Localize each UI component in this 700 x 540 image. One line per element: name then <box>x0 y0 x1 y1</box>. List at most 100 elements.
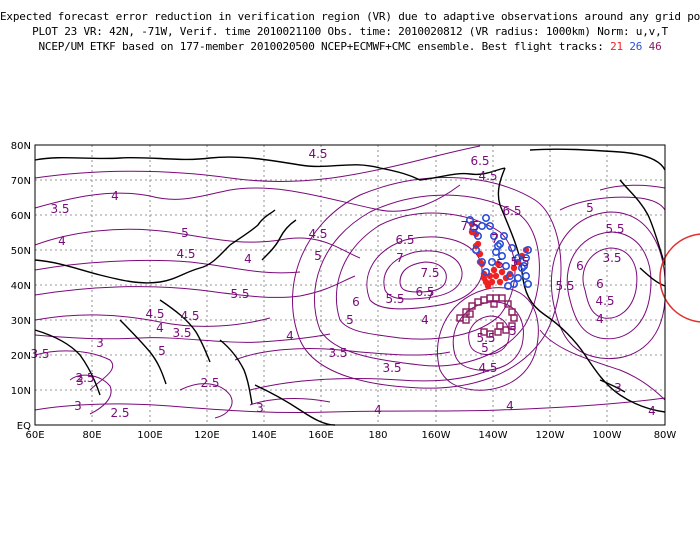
track-point <box>466 310 474 318</box>
contour-label: 4.5 <box>478 361 497 375</box>
contour-label: 7 <box>426 289 434 303</box>
track-point <box>510 314 518 322</box>
contour-label: 3.5 <box>382 361 401 375</box>
track-point <box>490 266 498 274</box>
contour-label: 4.5 <box>478 169 497 183</box>
contour-label: 6.5 <box>415 285 434 299</box>
lat-label: 30N <box>11 316 31 327</box>
lat-label: 40N <box>11 281 31 292</box>
track-point <box>498 294 506 302</box>
track-point <box>504 300 512 308</box>
contour-label: 3 <box>614 381 622 395</box>
track-point <box>465 216 474 225</box>
contour-label: 4.5 <box>180 309 199 323</box>
contour-label: 6.5 <box>502 204 521 218</box>
lat-label: 70N <box>11 176 31 187</box>
track-point <box>481 214 490 223</box>
track-point <box>505 271 514 280</box>
track-point <box>498 268 506 276</box>
track-point <box>501 261 510 270</box>
contour-label: 5.5 <box>230 287 249 301</box>
lon-label: 160E <box>308 430 333 441</box>
track-point <box>517 263 526 272</box>
track-point <box>471 246 480 255</box>
track-point <box>485 222 494 231</box>
lon-label: 60E <box>25 430 44 441</box>
lat-label: 10N <box>11 386 31 397</box>
longitude-labels: 60E 80E 100E 120E 140E 160E 180 160W 140W 120W 100… <box>25 430 676 441</box>
lon-label: 140E <box>251 430 276 441</box>
lat-label: 50N <box>11 246 31 257</box>
lon-label: 120W <box>536 430 565 441</box>
track-point <box>495 240 504 249</box>
track-point <box>468 302 476 310</box>
contour-label: 5 <box>586 201 594 215</box>
track-point <box>494 328 502 336</box>
contour-label: 7 <box>491 232 499 246</box>
contour-label: 4 <box>596 312 604 326</box>
track-label-26: 26 <box>629 40 643 53</box>
track-point <box>487 257 496 266</box>
lon-label: 100W <box>593 430 622 441</box>
track-point <box>523 279 532 288</box>
contour-label: 3.5 <box>602 251 621 265</box>
contour-label: 3.5 <box>328 346 347 360</box>
lon-label: 80E <box>82 430 101 441</box>
contour-label: 7.5 <box>420 266 439 280</box>
track-point <box>503 281 512 290</box>
track-point <box>484 282 492 290</box>
lon-label: 180 <box>368 430 387 441</box>
track-point <box>477 222 486 231</box>
track-point <box>499 232 508 241</box>
contour-label: 4 <box>244 252 252 266</box>
track-point <box>492 294 500 302</box>
contour-label: 3 <box>96 336 104 350</box>
lat-label: EQ <box>17 421 31 432</box>
track-point <box>494 260 502 268</box>
contour-label: 5.5 <box>385 292 404 306</box>
track-point <box>521 254 530 263</box>
contour-label: 6 <box>576 259 584 273</box>
contour-label: 2.5 <box>110 406 129 420</box>
track-point <box>462 308 470 316</box>
track-point <box>513 254 522 263</box>
contour-label: 4 <box>111 189 119 203</box>
contour-label: 4.5 <box>145 307 164 321</box>
contour-label: 5.5 <box>476 331 495 345</box>
track-point <box>489 232 498 241</box>
track-point <box>497 252 506 261</box>
coastlines <box>34 148 666 426</box>
title-line-1: Expected forecast error reduction in ver… <box>0 10 700 23</box>
track-point <box>486 294 494 302</box>
track-point <box>490 300 498 308</box>
latitude-labels: 80N 70N 60N 50N 40N 30N 20N 10N EQ <box>11 141 31 432</box>
track-point <box>523 246 532 255</box>
contour-label: 5 <box>181 226 189 240</box>
title-line-3-text: NCEP/UM ETKF based on 177-member 2010020… <box>38 40 611 53</box>
contour-label: 2.5 <box>200 376 219 390</box>
contour-label: 5 <box>496 257 504 271</box>
lon-label: 100E <box>137 430 162 441</box>
contour-label: 5.5 <box>510 255 529 269</box>
lon-label: 80W <box>654 430 677 441</box>
track-point <box>462 316 470 324</box>
contour-lines <box>34 145 666 419</box>
track-point <box>492 272 500 280</box>
track-point <box>502 326 510 334</box>
contour-label: 3 <box>74 399 82 413</box>
contour-label: 5 <box>314 249 322 263</box>
lon-label: 160W <box>422 430 451 441</box>
contour-label: 6.5 <box>395 233 414 247</box>
contour-label: 4.5 <box>308 147 327 161</box>
track-point <box>481 267 490 276</box>
track-point <box>496 278 504 286</box>
contour-label: 4 <box>156 321 164 335</box>
track-point <box>510 264 518 272</box>
lat-label: 20N <box>11 351 31 362</box>
title-line-3: NCEP/UM ETKF based on 177-member 2010020… <box>0 40 700 53</box>
track-point <box>491 248 500 257</box>
contour-label: 4 <box>286 329 294 343</box>
track-point <box>473 232 482 241</box>
contour-label: 6 <box>596 277 604 291</box>
